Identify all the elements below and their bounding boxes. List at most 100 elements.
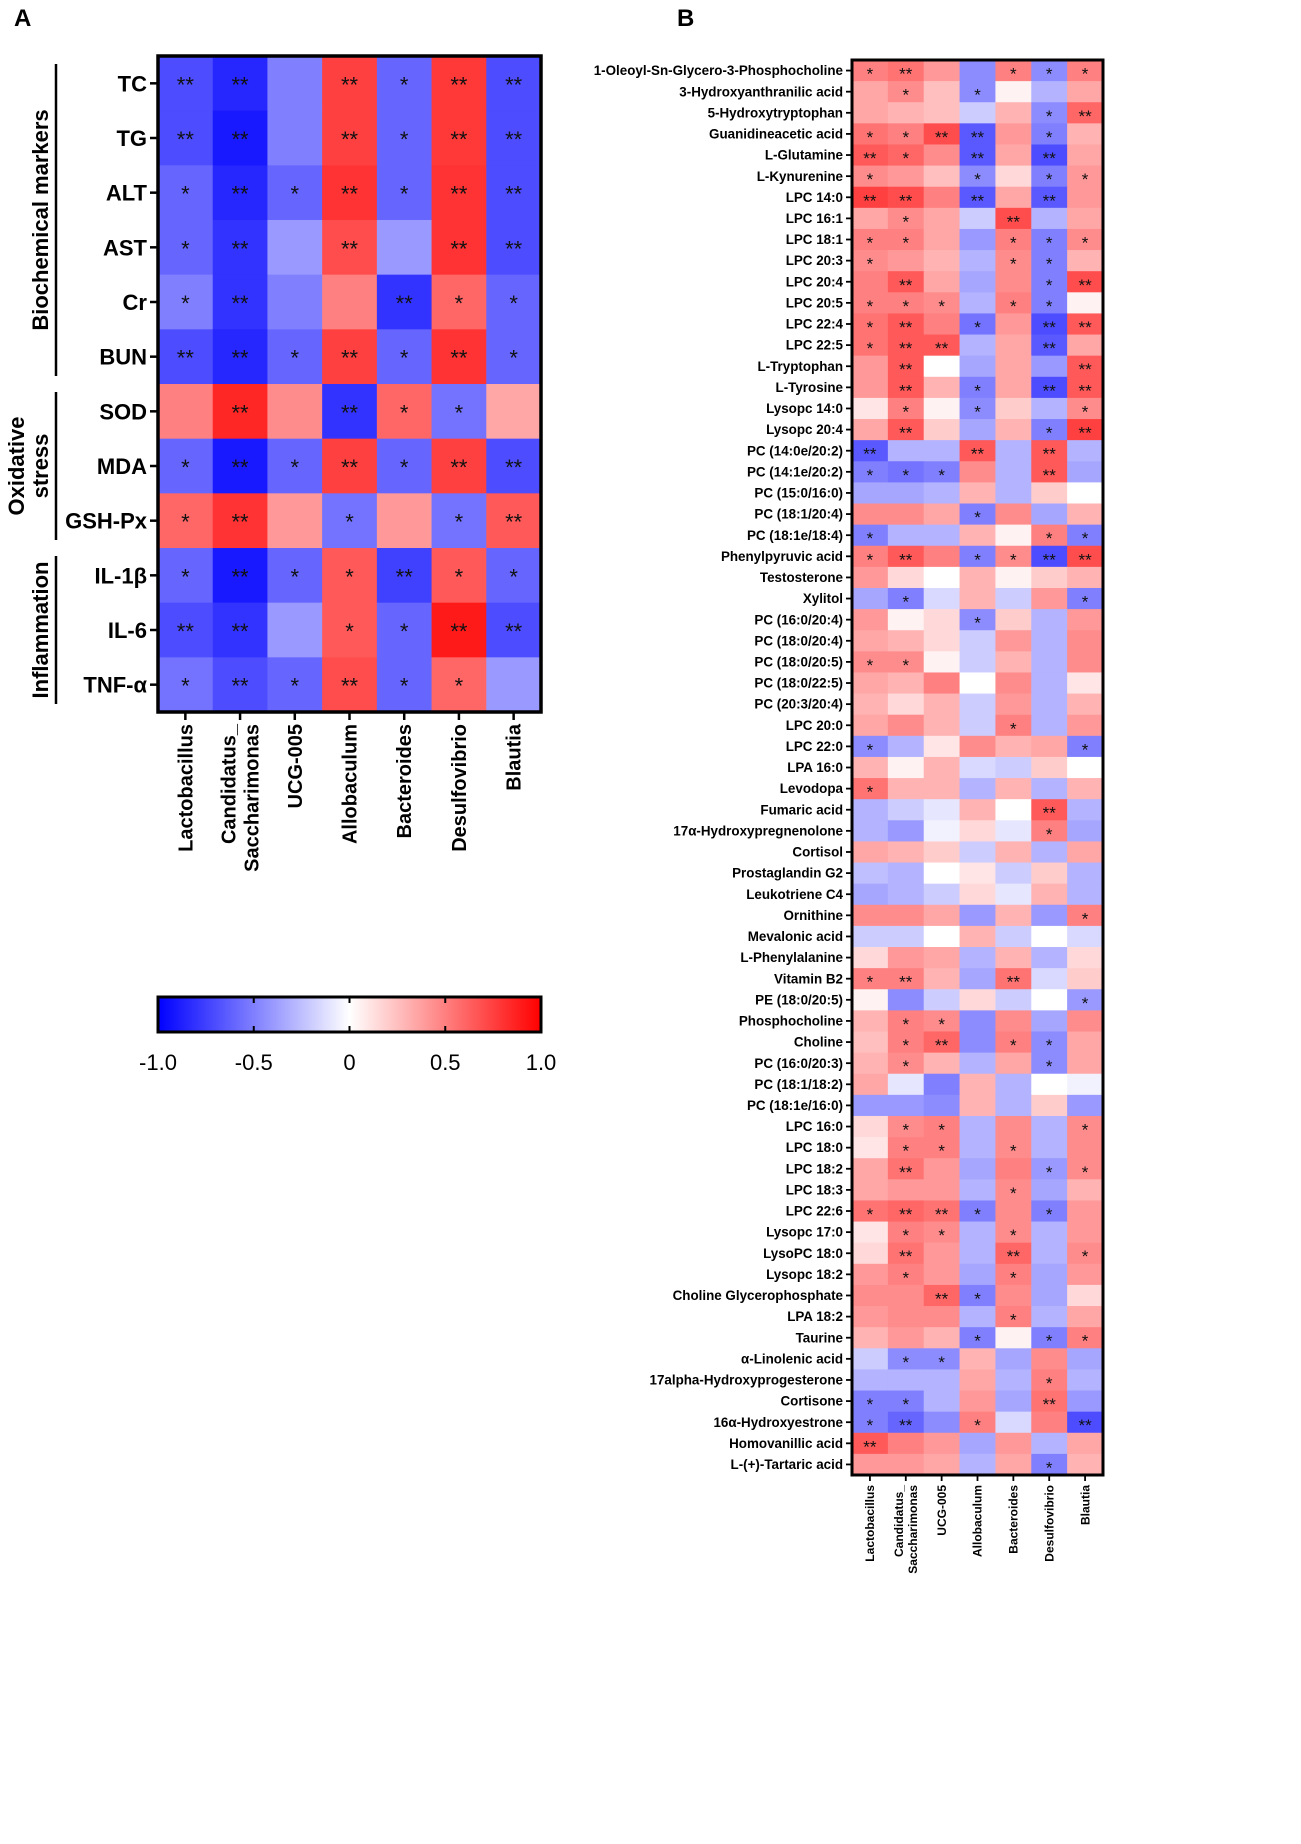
significance-mark: ** [232, 236, 250, 261]
row-label-prostaglandin-g2: Prostaglandin G2 [732, 866, 843, 881]
heatmap-cell-5-hydroxytryptophan-bacteroides [995, 102, 1032, 124]
significance-mark: ** [341, 400, 359, 425]
row-label-sod: SOD [99, 399, 147, 424]
group-label-inflammation: Inflammation [28, 562, 53, 699]
heatmap-cell-mevalonic-acid-candidatus-saccharimonas [887, 925, 925, 948]
heatmap-cell-bun-blautia [486, 329, 542, 385]
heatmap-cell-choline-lactobacillus [852, 1031, 889, 1054]
heatmap-cell-vitamin-b2-bacteroides [995, 968, 1032, 990]
significance-mark: ** [1078, 1416, 1092, 1435]
heatmap-cell-mevalonic-acid-allobaculum [959, 925, 997, 948]
heatmap-cell-gsh-px-candidatus-saccharimonas [212, 493, 269, 549]
row-label-fumaric-acid: Fumaric acid [760, 802, 843, 817]
significance-mark: * [902, 402, 909, 421]
significance-mark: * [974, 1205, 981, 1224]
column-label-ucg-005: UCG-005 [285, 724, 307, 808]
row-label-pc-15-0-16-0: PC (15:0/16:0) [754, 486, 843, 501]
heatmap-cell-leukotriene-c4-allobaculum [959, 883, 997, 906]
heatmap-cell-pc-15-0-16-0-blautia [1067, 482, 1104, 505]
heatmap-cell-5-hydroxytryptophan-desulfovibrio [1031, 102, 1068, 124]
heatmap-cell-choline-glycerophosphate-blautia [1067, 1284, 1104, 1307]
significance-mark: * [1046, 276, 1053, 295]
heatmap-cell-l-glutamine-candidatus-saccharimonas [887, 144, 925, 167]
heatmap-cell-pc-18-1-20-4-bacteroides [995, 503, 1032, 526]
significance-mark: * [1046, 1057, 1053, 1076]
significance-mark: ** [1078, 318, 1092, 337]
heatmap-cell-cortisol-allobaculum [959, 841, 997, 864]
heatmap-cell-lpc-22-0-blautia [1067, 735, 1104, 758]
row-label-lysopc-17-0: Lysopc 17:0 [766, 1225, 843, 1240]
heatmap-cell-pc-18-0-22-5-lactobacillus [852, 672, 889, 695]
heatmap-cell-cortisone-desulfovibrio [1031, 1390, 1068, 1413]
significance-mark: * [455, 291, 464, 316]
heatmap-cell-pe-18-0-20-5-bacteroides [995, 989, 1032, 1011]
heatmap-cell-pc-18-1-18-2-candidatus-saccharimonas [887, 1073, 925, 1096]
heatmap-cell-lpc-20-4-desulfovibrio [1031, 271, 1068, 293]
row-label-xylitol: Xylitol [803, 591, 843, 606]
heatmap-cell-guanidineacetic-acid-blautia [1067, 123, 1104, 146]
heatmap-cell-lpa-16-0-lactobacillus [852, 756, 889, 779]
heatmap-cell-lpc-16-0-candidatus-saccharimonas [887, 1115, 925, 1138]
heatmap-cell-l-phenylalanine-desulfovibrio [1031, 947, 1068, 969]
significance-mark: ** [899, 973, 913, 992]
significance-mark: * [291, 455, 300, 480]
heatmap-cell-17-hydroxypregnenolone-desulfovibrio [1031, 820, 1068, 843]
heatmap-cell-l-tartaric-acid-blautia [1067, 1453, 1104, 1476]
row-label-lpa-16-0: LPA 16:0 [787, 760, 843, 775]
heatmap-cell-5-hydroxytryptophan-lactobacillus [852, 102, 889, 124]
heatmap-cell-l-glutamine-desulfovibrio [1031, 144, 1068, 167]
heatmap-cell-phenylpyruvic-acid-desulfovibrio [1031, 545, 1068, 568]
significance-mark: * [291, 674, 300, 699]
heatmap-cell-pc-18-1e-18-4-candidatus-saccharimonas [887, 524, 925, 547]
heatmap-cell-ornithine-desulfovibrio [1031, 904, 1068, 927]
row-label-lpc-22-6: LPC 22:6 [786, 1204, 843, 1219]
heatmap-cell-prostaglandin-g2-allobaculum [959, 862, 997, 885]
significance-mark: ** [177, 346, 195, 371]
significance-mark: ** [899, 424, 913, 443]
significance-mark: * [1046, 1036, 1053, 1055]
heatmap-cell-taurine-desulfovibrio [1031, 1327, 1068, 1349]
row-label-il-6: IL-6 [108, 618, 147, 643]
heatmap-cell-lpc-20-5-candidatus-saccharimonas [887, 292, 925, 315]
heatmap-cell-lpc-18-0-desulfovibrio [1031, 1137, 1068, 1159]
heatmap-cell-l-phenylalanine-bacteroides [995, 947, 1032, 969]
heatmap-cell-lpc-16-1-allobaculum [959, 207, 997, 230]
heatmap-cell-alt-bacteroides [376, 165, 433, 221]
heatmap-cell-pc-14-1e-20-2-allobaculum [959, 461, 997, 483]
heatmap-cell-cortisol-bacteroides [995, 841, 1032, 864]
significance-mark: * [509, 291, 518, 316]
heatmap-cell-lpa-16-0-ucg-005 [923, 756, 961, 779]
heatmap-cell-levodopa-ucg-005 [923, 778, 961, 800]
heatmap-cell-sod-allobaculum [322, 384, 378, 440]
significance-mark: * [1010, 550, 1017, 569]
heatmap-cell-17alpha-hydroxyprogesterone-candidatus-saccharimonas [887, 1369, 925, 1392]
significance-mark: ** [863, 1437, 877, 1456]
heatmap-cell-lpc-18-2-lactobacillus [852, 1158, 889, 1180]
heatmap-cell-choline-glycerophosphate-candidatus-saccharimonas [887, 1284, 925, 1307]
row-label-ornithine: Ornithine [783, 908, 843, 923]
significance-mark: ** [177, 72, 195, 97]
heatmap-cell-l-kynurenine-allobaculum [959, 165, 997, 188]
row-label-pc-18-0-20-5: PC (18:0/20:5) [754, 655, 843, 670]
significance-mark: ** [177, 619, 195, 644]
heatmap-cell-mda-candidatus-saccharimonas [212, 438, 269, 494]
heatmap-cell-sod-ucg-005 [267, 384, 323, 440]
heatmap-cell-l-tyrosine-candidatus-saccharimonas [887, 376, 925, 399]
significance-mark: * [938, 297, 945, 316]
significance-mark: * [1046, 1374, 1053, 1393]
significance-mark: * [938, 1353, 945, 1372]
heatmap-cell-lysopc-18-2-blautia [1067, 1263, 1104, 1286]
heatmap-cell-ast-bacteroides [376, 220, 433, 276]
heatmap-cell-5-hydroxytryptophan-blautia [1067, 102, 1104, 124]
heatmap-cell-cortisol-blautia [1067, 841, 1104, 864]
significance-mark: * [1082, 1163, 1089, 1182]
row-label-gsh-px: GSH-Px [65, 509, 148, 534]
heatmap-cell-17alpha-hydroxyprogesterone-ucg-005 [923, 1369, 961, 1392]
heatmap-cell-lpc-22-5-allobaculum [959, 334, 997, 357]
heatmap-cell-lpc-22-4-bacteroides [995, 313, 1032, 336]
colorbar-tick-label-1-0: -1.0 [139, 1050, 177, 1075]
heatmap-cell-lpc-20-0-allobaculum [959, 714, 997, 737]
significance-mark: * [867, 297, 874, 316]
significance-mark: * [1010, 297, 1017, 316]
heatmap-cell-prostaglandin-g2-bacteroides [995, 862, 1032, 885]
